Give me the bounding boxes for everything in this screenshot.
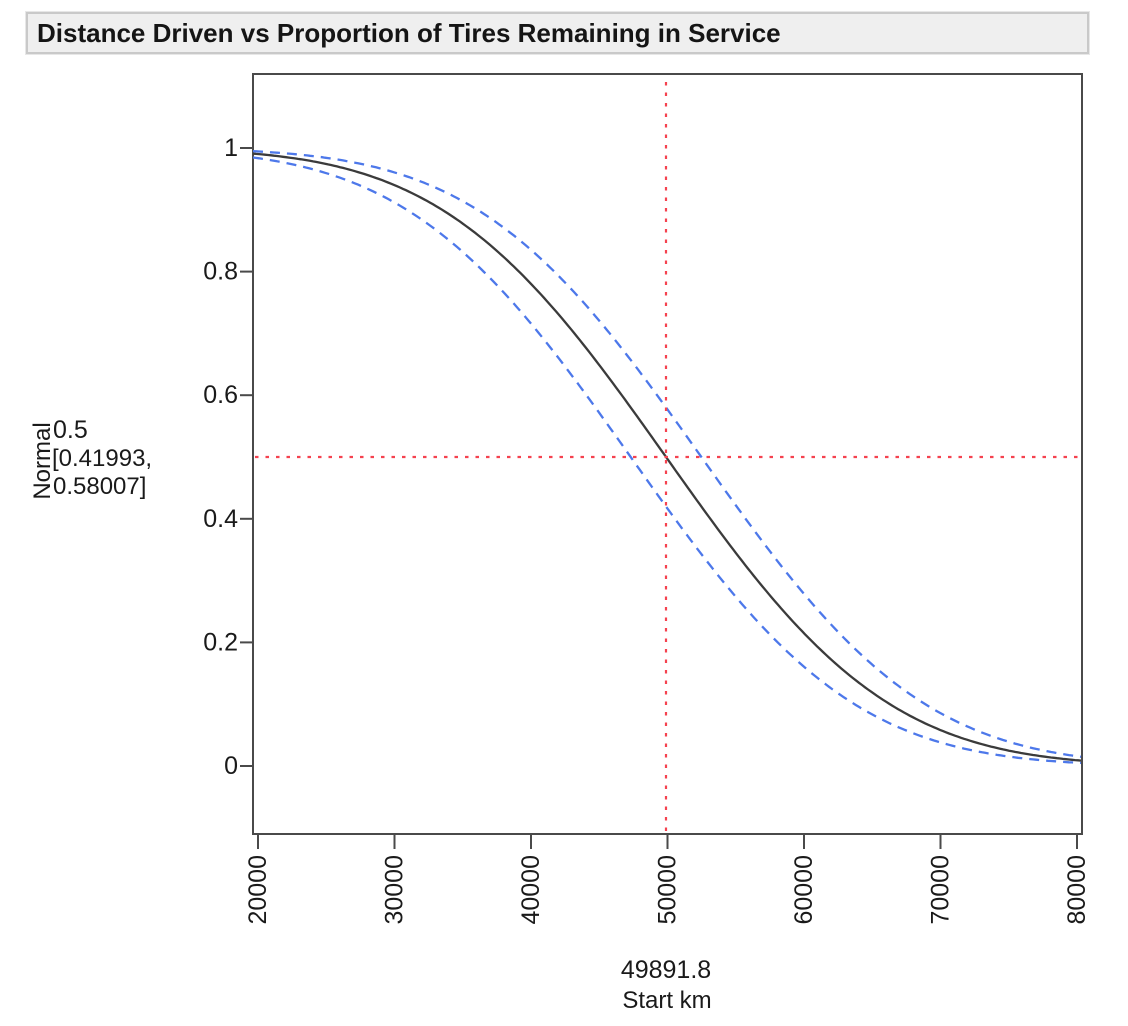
y-tick-label: 0.2	[203, 628, 238, 656]
y-ci-interval-line1: [0.41993,	[52, 445, 152, 472]
x-tick-label: 60000	[790, 855, 818, 925]
y-tick-label: 0.8	[203, 258, 238, 286]
x-tick-label: 70000	[927, 855, 955, 925]
x-tick-label: 50000	[654, 855, 682, 925]
y-crosshair-value[interactable]: 0.5	[53, 416, 88, 444]
x-tick-label: 20000	[244, 855, 272, 925]
report-title-bar[interactable]: Distance Driven vs Proportion of Tires R…	[25, 11, 1090, 55]
y-tick-label: 0.6	[203, 381, 238, 409]
report-title: Distance Driven vs Proportion of Tires R…	[37, 17, 781, 48]
x-axis-label: Start km	[622, 987, 711, 1014]
y-tick-label: 0.4	[203, 505, 238, 533]
y-axis-label: Normal	[29, 422, 56, 499]
x-tick-label: 80000	[1063, 855, 1091, 925]
y-tick-label: 1	[224, 134, 238, 162]
y-ci-interval-line2: 0.58007]	[53, 473, 146, 500]
survival-curve	[252, 152, 1082, 762]
x-tick-label: 40000	[517, 855, 545, 925]
x-crosshair-value[interactable]: 49891.8	[621, 956, 711, 984]
x-tick-label: 30000	[381, 855, 409, 925]
y-tick-label: 0	[224, 752, 238, 780]
x-axis-ticks	[257, 835, 1078, 849]
plot-frame	[252, 73, 1083, 835]
y-axis-ticks	[240, 147, 253, 767]
ci-lower-curve	[252, 156, 1082, 765]
